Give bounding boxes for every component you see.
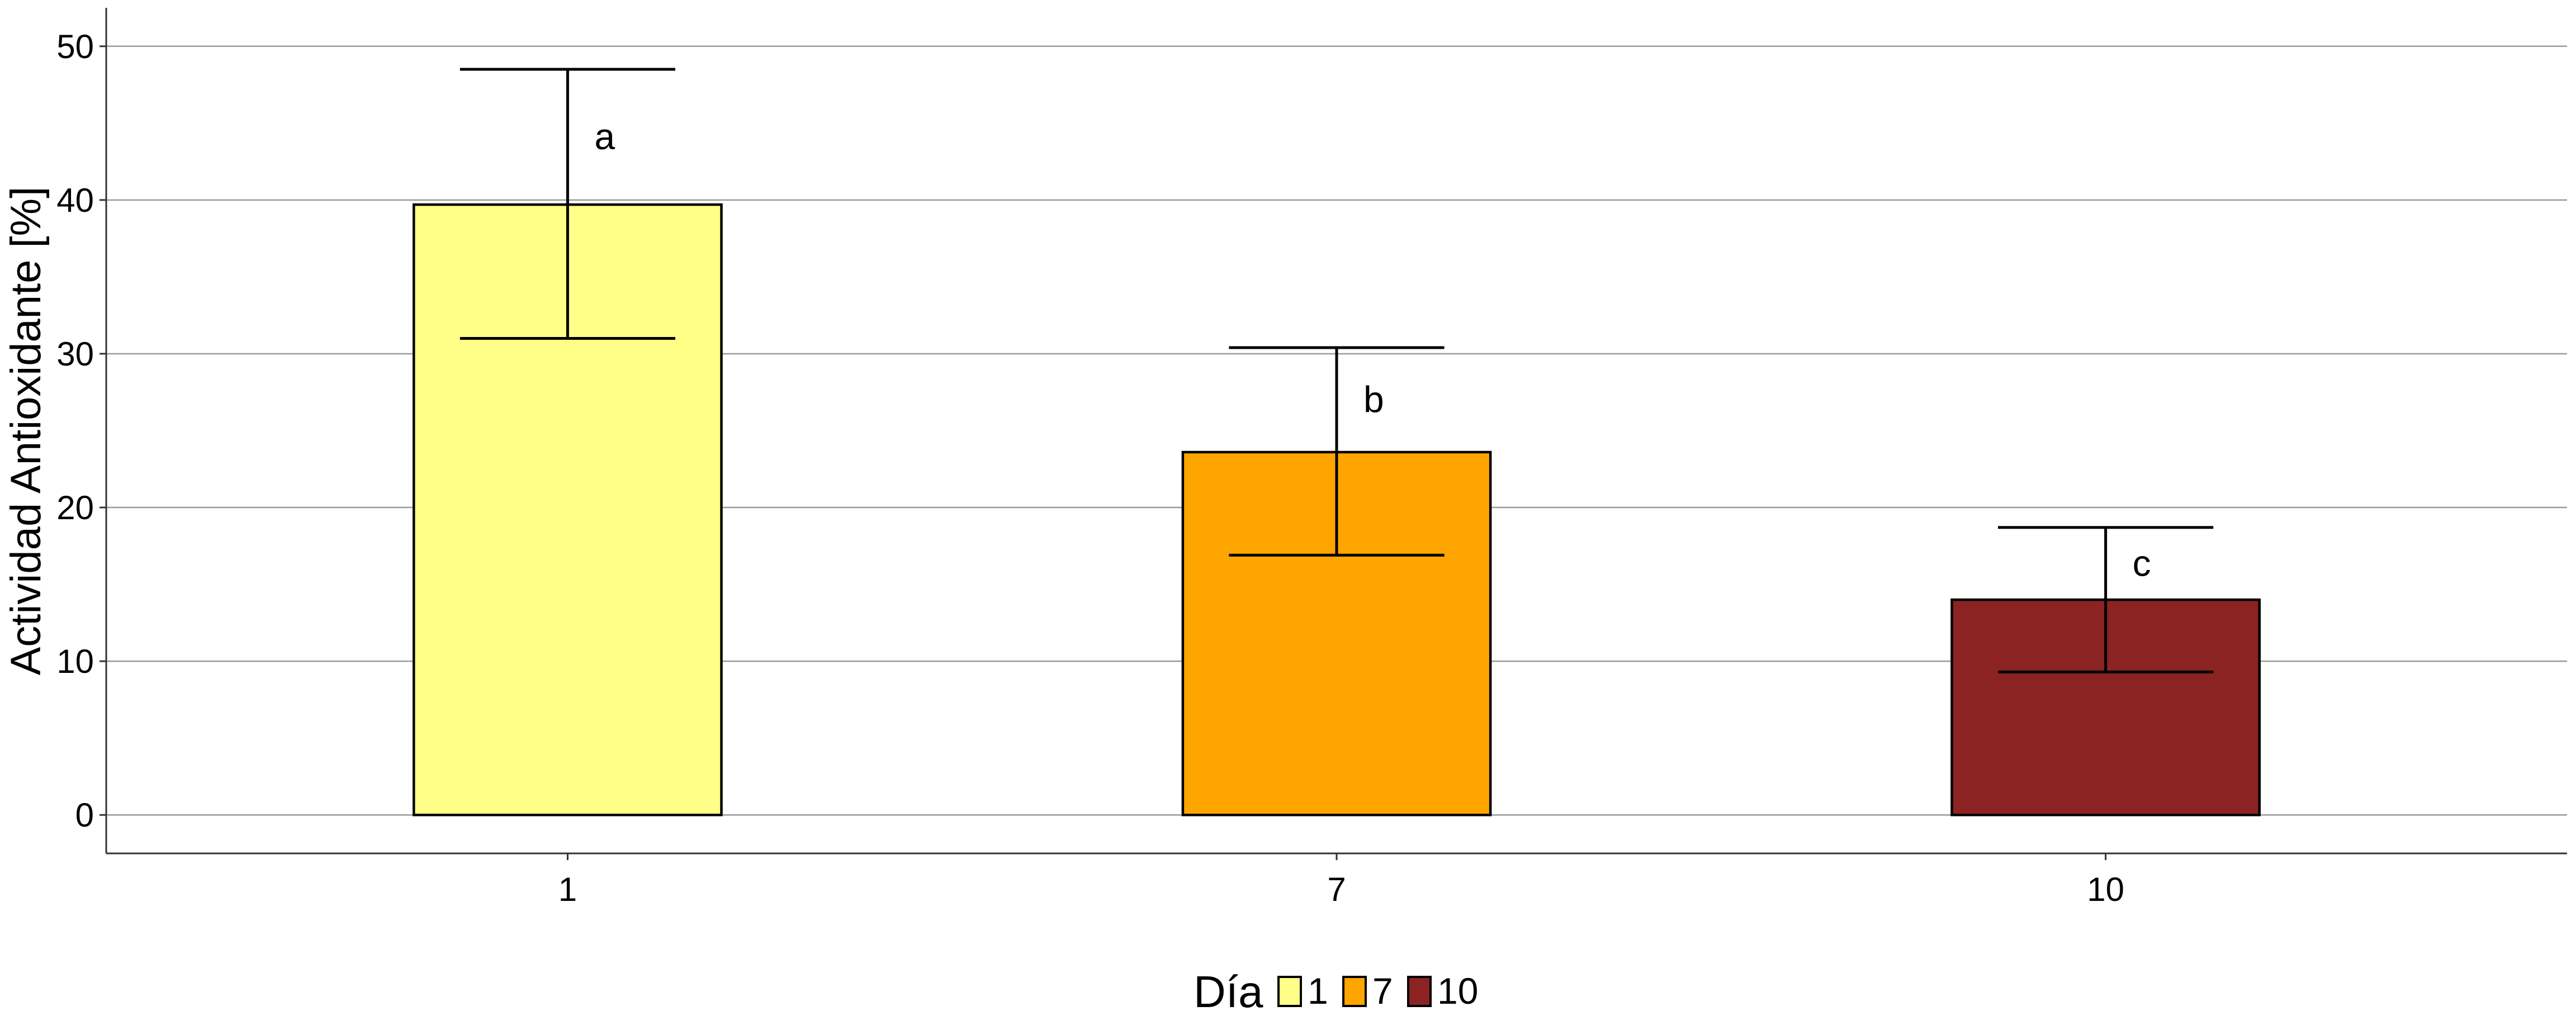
y-tick-labels: 0 10 20 30 40 50 <box>56 28 94 834</box>
y-tick-label: 50 <box>56 28 94 65</box>
legend-entry-1: 1 <box>1277 970 1328 1012</box>
y-tick-label: 30 <box>56 335 94 373</box>
y-axis-title: Actividad Antioxidante [%] <box>2 187 50 676</box>
x-tick-label: 7 <box>1327 871 1346 908</box>
bars <box>413 203 2261 817</box>
x-tick-label: 1 <box>558 871 577 908</box>
axes <box>100 8 2567 860</box>
legend-entry-10: 10 <box>1407 970 1478 1012</box>
legend-key <box>1407 976 1432 1007</box>
legend-key <box>1277 976 1302 1007</box>
legend-title: Día <box>1194 967 1263 1017</box>
legend-key <box>1342 976 1367 1007</box>
significance-label: c <box>2133 542 2151 583</box>
y-tick-label: 0 <box>75 796 94 834</box>
legend-label: 10 <box>1437 970 1478 1012</box>
error-bar-day-10 <box>1998 526 2214 673</box>
significance-label: b <box>1363 378 1384 420</box>
y-tick-label: 40 <box>56 182 94 219</box>
legend-entry-7: 7 <box>1342 970 1393 1012</box>
legend: Día 1 7 10 <box>1194 967 1478 1017</box>
error-bars <box>460 68 2214 673</box>
legend-label: 1 <box>1308 970 1328 1012</box>
x-tick-labels: 1 7 10 <box>558 871 2124 908</box>
significance-labels: a b c <box>594 116 2151 583</box>
legend-label: 7 <box>1372 970 1393 1012</box>
error-bar-day-1 <box>460 68 675 340</box>
y-tick-label: 20 <box>56 489 94 526</box>
significance-label: a <box>594 116 615 157</box>
y-tick-label: 10 <box>56 643 94 680</box>
error-bar-day-7 <box>1229 346 1445 557</box>
x-tick-label: 10 <box>2087 871 2124 908</box>
